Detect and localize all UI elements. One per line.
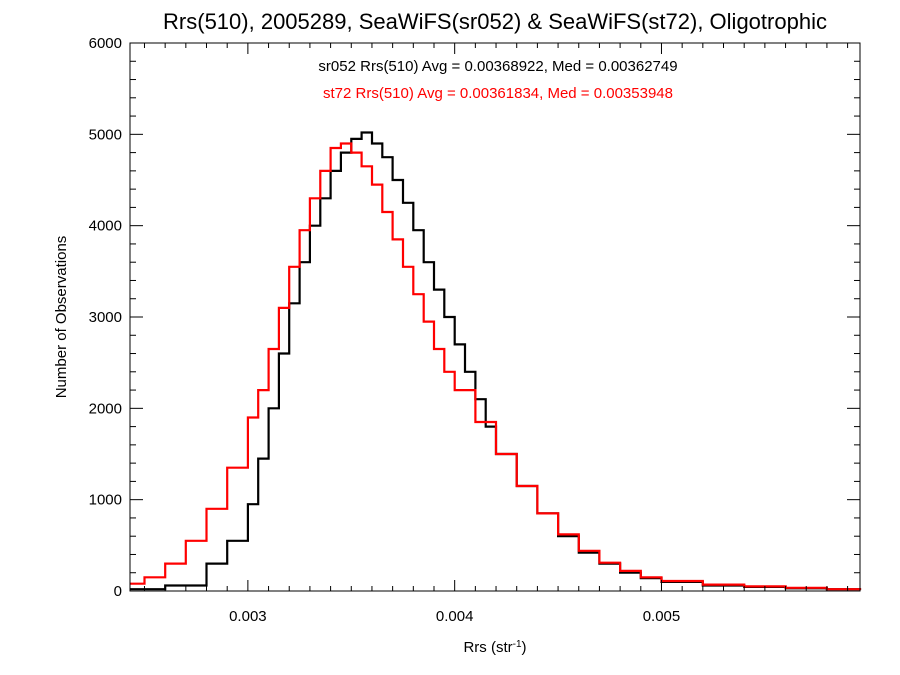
x-tick-label: 0.005 [643, 608, 681, 625]
y-axis-label: Number of Observations [53, 236, 70, 399]
legend-annotation-sr052: sr052 Rrs(510) Avg = 0.00368922, Med = 0… [318, 58, 677, 75]
plot-frame [129, 42, 861, 592]
series-line-1 [130, 131, 862, 591]
tick-layer: 0.003 0.004 0.005 0 1000 2000 3000 4000 5000 6000 [89, 35, 860, 625]
y-tick-label: 5000 [89, 126, 122, 143]
legend-annotation-st72: st72 Rrs(510) Avg = 0.00361834, Med = 0.… [323, 85, 673, 102]
series-layer [130, 131, 862, 591]
x-axis-label-suffix: ) [522, 639, 527, 656]
x-tick-label: 0.004 [436, 608, 474, 625]
y-tick-label: 2000 [89, 400, 122, 417]
y-tick-label: 6000 [89, 35, 122, 52]
x-tick-label: 0.003 [229, 608, 267, 625]
x-axis-label: Rrs (str-1) [463, 639, 526, 657]
y-tick-label: 0 [114, 583, 122, 600]
x-axis-label-main: Rrs (str [463, 639, 512, 656]
y-tick-label: 4000 [89, 218, 122, 235]
y-tick-label: 1000 [89, 492, 122, 509]
x-axis-label-sup: -1 [513, 639, 522, 650]
y-tick-label: 3000 [89, 309, 122, 326]
series-line-2 [130, 142, 862, 591]
chart-title: Rrs(510), 2005289, SeaWiFS(sr052) & SeaW… [163, 9, 827, 34]
